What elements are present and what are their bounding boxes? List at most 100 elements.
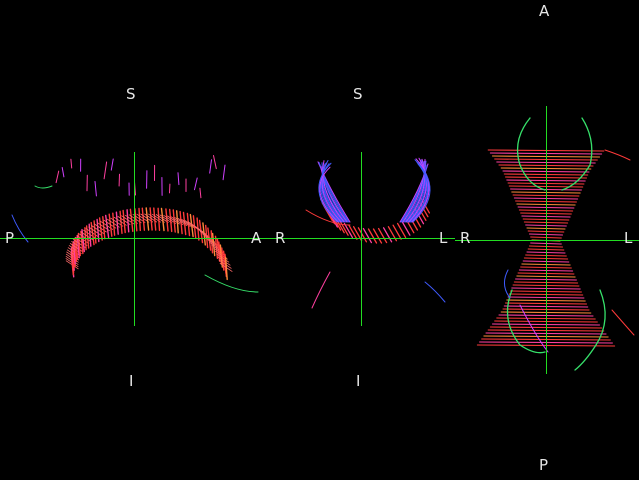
sagittal-fiber <box>98 217 103 241</box>
sagittal-fiber <box>102 215 106 240</box>
coronal-fiber <box>408 157 427 223</box>
coronal-fiber <box>401 220 411 236</box>
sagittal-fiber <box>222 164 226 181</box>
sagittal-fiber <box>129 208 134 233</box>
coronal-fiber <box>322 160 345 223</box>
sagittal-fiber <box>55 170 60 184</box>
coronal-fiber <box>411 158 430 223</box>
sagittal-fiber <box>189 213 194 238</box>
axial-fiber <box>561 117 593 191</box>
sagittal-fiber <box>175 210 179 234</box>
sagittal-inferior-label: I <box>129 372 134 390</box>
sagittal-fiber <box>217 256 231 266</box>
sagittal-fiber <box>67 247 81 257</box>
coronal-left-label: L <box>439 229 448 247</box>
coronal-fiber <box>320 166 348 223</box>
coronal-fiber <box>401 160 427 223</box>
sagittal-fiber <box>93 220 97 244</box>
sagittal-fiber <box>210 230 214 254</box>
coronal-inferior-label: I <box>356 372 361 390</box>
coronal-fiber <box>377 227 388 244</box>
coronal-fiber <box>348 224 358 240</box>
sagittal-fiber <box>11 214 29 243</box>
coronal-fiber <box>321 162 347 223</box>
coronal-fiber <box>362 227 373 244</box>
coronal-fiber <box>410 161 429 223</box>
coronal-fiber <box>311 271 331 309</box>
sagittal-fiber <box>172 209 176 233</box>
sagittal-fiber <box>221 247 225 271</box>
sagittal-fiber <box>78 233 92 243</box>
sagittal-fiber <box>96 218 100 243</box>
sagittal-fiber <box>153 207 157 231</box>
sagittal-fiber <box>115 211 119 235</box>
coronal-fiber <box>412 159 431 223</box>
sagittal-fiber <box>103 161 108 180</box>
axial-fiber <box>574 289 606 371</box>
sagittal-fiber <box>65 255 79 265</box>
sagittal-fiber <box>108 213 113 237</box>
sagittal-posterior-label: P <box>5 229 15 247</box>
axial-left-label: L <box>624 229 633 247</box>
sagittal-fiber <box>160 207 165 232</box>
sagittal-fiber <box>186 212 191 237</box>
coronal-fiber <box>424 281 446 303</box>
axial-right-label: R <box>460 229 471 247</box>
sagittal-fiber <box>209 159 212 174</box>
coronal-fiber <box>382 227 393 243</box>
axial-fiber <box>506 289 546 354</box>
axial-fiber <box>611 309 635 336</box>
sagittal-fiber <box>219 244 224 268</box>
sagittal-fiber <box>218 259 232 269</box>
sagittal-fiber <box>145 207 150 231</box>
coronal-fiber <box>392 224 402 240</box>
axial-crosshair <box>455 106 639 374</box>
sagittal-fiber <box>76 235 90 245</box>
sagittal-fiber <box>94 181 97 197</box>
sagittal-fiber <box>134 208 138 232</box>
sagittal-fiber <box>216 253 230 263</box>
axial-fiber <box>504 269 511 299</box>
sagittal-fiber <box>179 210 183 235</box>
coronal-fiber <box>402 158 426 223</box>
sagittal-fiber <box>90 221 95 246</box>
coronal-fiber <box>319 166 339 223</box>
sagittal-fiber <box>61 167 65 178</box>
coronal-fiber <box>318 162 338 223</box>
sagittal-fiber <box>219 262 233 272</box>
axial-fiber <box>516 117 546 191</box>
coronal-fiber <box>372 228 383 244</box>
coronal-fiber <box>343 222 354 239</box>
coronal-fiber <box>305 209 351 226</box>
coronal-fiber <box>400 164 428 223</box>
sagittal-fiber <box>141 207 146 231</box>
coronal-fiber <box>396 222 407 239</box>
sagittal-fiber <box>34 185 53 189</box>
sagittal-superior-label: S <box>126 85 136 103</box>
sagittal-fiber <box>73 240 76 265</box>
sagittal-fiber <box>157 207 161 232</box>
sagittal-crosshair <box>0 152 268 326</box>
coronal-crosshair <box>268 152 455 326</box>
coronal-fiber <box>405 158 426 223</box>
sagittal-fiber <box>196 228 210 238</box>
sagittal-fiber <box>149 207 153 231</box>
sagittal-fiber <box>85 228 99 238</box>
sagittal-fiber <box>112 212 116 236</box>
coronal-fiber <box>367 228 378 244</box>
sagittal-fiber <box>104 214 110 239</box>
sagittal-fiber <box>177 172 180 186</box>
coronal-fiber-bundle <box>305 157 446 309</box>
sagittal-fiber-bundle <box>11 155 259 293</box>
sagittal-fiber <box>194 177 198 191</box>
coronal-fiber <box>320 159 341 223</box>
sagittal-fiber <box>204 274 259 293</box>
coronal-fiber <box>357 227 368 243</box>
sagittal-fiber <box>155 214 169 223</box>
sagittal-fiber <box>71 241 85 250</box>
sagittal-fiber <box>159 214 173 224</box>
axial-fiber <box>604 149 631 161</box>
sagittal-fiber <box>110 158 114 171</box>
sagittal-fiber <box>224 256 228 281</box>
